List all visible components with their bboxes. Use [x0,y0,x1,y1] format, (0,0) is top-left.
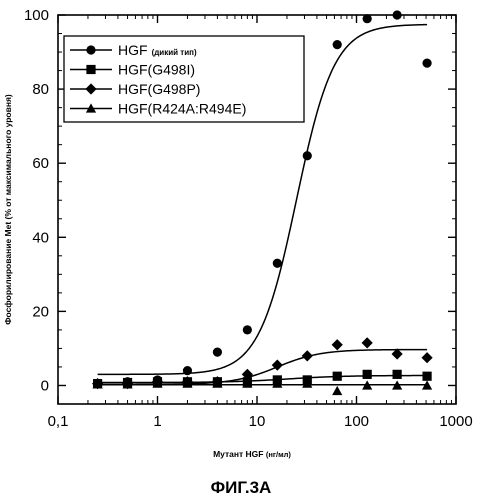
y-tick-label: 80 [32,81,49,98]
data-point-circle [273,259,282,268]
data-point-diamond [332,339,343,350]
x-tick-label: 1 [153,413,161,430]
y-tick-label: 100 [24,7,49,24]
data-point-diamond [302,350,313,361]
legend-label-name: HGF(R424A:R494E) [118,101,246,117]
x-tick-label: 1000 [439,413,472,430]
legend-label: HGF(G498P) [118,81,200,97]
legend-marker-square [86,65,95,74]
legend-label-name: HGF(G498I) [118,62,195,78]
data-point-triangle [332,386,342,395]
y-tick-label: 40 [32,229,49,246]
legend-label-name: HGF [118,42,148,58]
legend-label-name: HGF(G498P) [118,81,200,97]
data-point-circle [333,40,342,49]
legend-label-suffix: (дикий тип) [152,48,197,57]
legend-label: HGF(G498I) [118,62,195,78]
figure-caption: ФИГ.3A [211,478,272,497]
fit-curve-square [98,376,427,383]
x-tick-label: 10 [249,413,266,430]
y-tick-label: 0 [41,377,49,394]
data-point-square [393,370,402,379]
x-tick-label: 100 [344,413,369,430]
data-point-circle [303,151,312,160]
y-axis-title: Фосфорилирование Met (% от максимального… [3,94,13,325]
data-point-circle [422,59,431,68]
legend-marker-circle [86,45,95,54]
x-tick-label: 0,1 [48,413,69,430]
y-tick-label: 20 [32,303,49,320]
x-axis-title-unit: (нг/мл) [266,450,292,459]
data-point-circle [183,366,192,375]
legend: HGF (дикий тип) HGF(G498I) HGF(G498P) HGF(R4… [64,36,304,122]
data-point-circle [213,348,222,357]
x-axis-title: Мутант HGF (нг/мл) [213,449,291,459]
x-axis-title-main: Мутант HGF [213,449,263,459]
data-point-diamond [421,352,432,363]
data-point-square [333,372,342,381]
fit-curve-diamond [98,350,427,385]
y-tick-label: 60 [32,155,49,172]
data-point-diamond [362,337,373,348]
data-point-square [363,370,372,379]
data-point-square [422,372,431,381]
legend-label: HGF(R424A:R494E) [118,101,246,117]
data-point-circle [243,325,252,334]
